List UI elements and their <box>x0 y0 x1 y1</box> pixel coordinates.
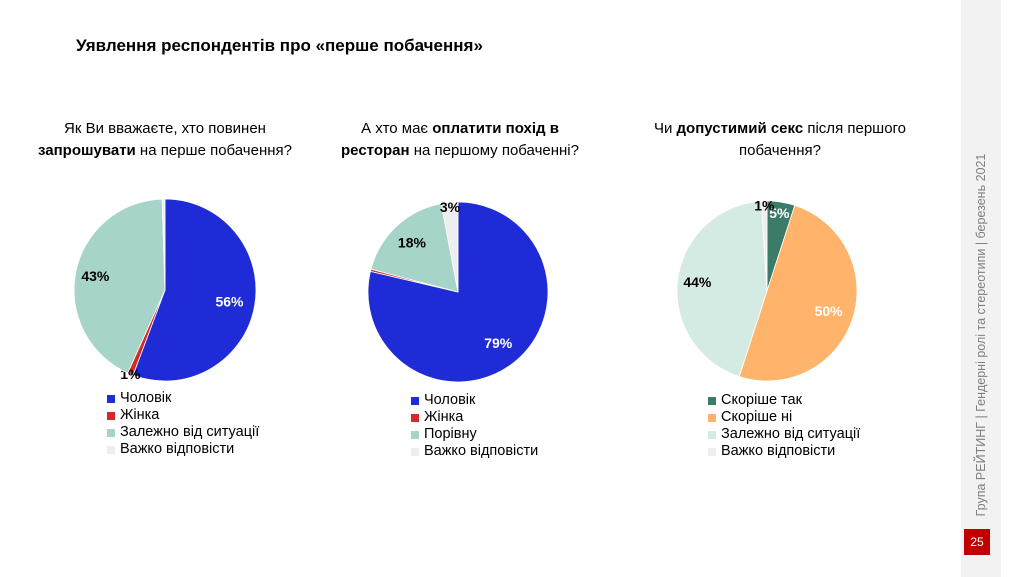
question-segment: оплатити похід в ресторан <box>341 120 559 159</box>
legend-item: Скоріше так <box>708 392 860 409</box>
question-segment: А хто має <box>361 120 433 137</box>
question-segment: на перше побачення? <box>135 142 292 159</box>
data-label: 3% <box>440 199 461 215</box>
data-label: 50% <box>815 303 844 319</box>
legend-swatch <box>411 447 419 456</box>
legend-label: Залежно від ситуації <box>120 424 260 440</box>
legend-item: Важко відповісти <box>411 443 538 460</box>
data-label: 79% <box>484 335 513 351</box>
legend-swatch <box>107 394 115 403</box>
legend-label: Важко відповісти <box>721 443 836 459</box>
legend-swatch <box>708 413 716 422</box>
question-segment: на першому побаченні? <box>409 142 579 159</box>
legend-swatch <box>107 428 115 437</box>
legend-item: Важко відповісти <box>708 443 860 460</box>
pie-slice <box>738 204 858 382</box>
data-label: 5% <box>769 205 790 221</box>
legend-item: Залежно від ситуації <box>107 424 259 441</box>
legend-item: Важко відповісти <box>107 441 259 458</box>
legend-swatch <box>107 445 115 454</box>
sidebar <box>961 0 1001 577</box>
legend-swatch <box>411 430 419 439</box>
question-segment: після першого побачення? <box>739 120 907 159</box>
legend-swatch <box>708 430 716 439</box>
legend-label: Жінка <box>120 407 160 423</box>
legend-swatch <box>708 447 716 456</box>
question-segment: допустимий секс <box>676 120 804 137</box>
question-segment: запрошувати <box>38 142 136 159</box>
legend-swatch <box>411 396 419 405</box>
legend-item: Жінка <box>411 409 538 426</box>
chart-question: Як Ви вважаєте, хто повинен запрошувати … <box>35 118 295 162</box>
pie-slice <box>676 200 768 378</box>
legend: Чоловік Жінка Порівну Важко відповісти <box>411 392 538 460</box>
legend-item: Чоловік <box>411 392 538 409</box>
pie-slice <box>161 198 166 291</box>
data-label: 1% <box>754 198 775 214</box>
data-label: 56% <box>215 294 244 310</box>
legend: Скоріше так Скоріше ні Залежно від ситуаці… <box>708 392 860 460</box>
legend-label: Залежно від ситуації <box>721 426 861 442</box>
legend-label: Жінка <box>424 409 464 425</box>
data-label: 18% <box>398 235 427 251</box>
legend-label: Скоріше ні <box>721 409 793 425</box>
question-segment: Як Ви вважаєте, хто повинен <box>64 120 266 137</box>
page-title: Уявлення респондентів про «перше побачен… <box>76 36 483 55</box>
pie-chart-3: 5% 50% 44% 1% <box>676 198 858 382</box>
chart-question: Чи допустимий секс після першого побачен… <box>650 118 910 162</box>
legend-label: Порівну <box>424 426 477 442</box>
legend-label: Скоріше так <box>721 392 802 408</box>
legend-item: Чоловік <box>107 390 259 407</box>
pie-slice <box>760 200 768 292</box>
legend-swatch <box>708 396 716 405</box>
legend-swatch <box>107 411 115 420</box>
data-label: 44% <box>683 274 712 290</box>
pie-slice <box>440 201 459 293</box>
page-number: 25 <box>964 529 990 555</box>
pie-slice <box>73 198 166 374</box>
legend-item: Жінка <box>107 407 259 424</box>
legend-item: Залежно від ситуації <box>708 426 860 443</box>
legend-swatch <box>411 413 419 422</box>
pie-chart-2: 79% 18% 3% <box>367 199 549 383</box>
legend-label: Важко відповісти <box>424 443 539 459</box>
pie-slice <box>132 198 257 382</box>
pie-chart-1: 56%1%43% <box>73 198 257 382</box>
pie-slice <box>370 203 459 293</box>
legend-item: Порівну <box>411 426 538 443</box>
chart-question: А хто має оплатити похід в ресторан на п… <box>330 118 590 162</box>
legend: Чоловік Жінка Залежно від ситуації Важко ві… <box>107 390 259 458</box>
data-label: 43% <box>81 268 110 284</box>
legend-item: Скоріше ні <box>708 409 860 426</box>
legend-label: Чоловік <box>424 392 476 408</box>
legend-label: Важко відповісти <box>120 441 235 457</box>
legend-label: Чоловік <box>120 390 172 406</box>
question-segment: Чи <box>653 120 677 137</box>
